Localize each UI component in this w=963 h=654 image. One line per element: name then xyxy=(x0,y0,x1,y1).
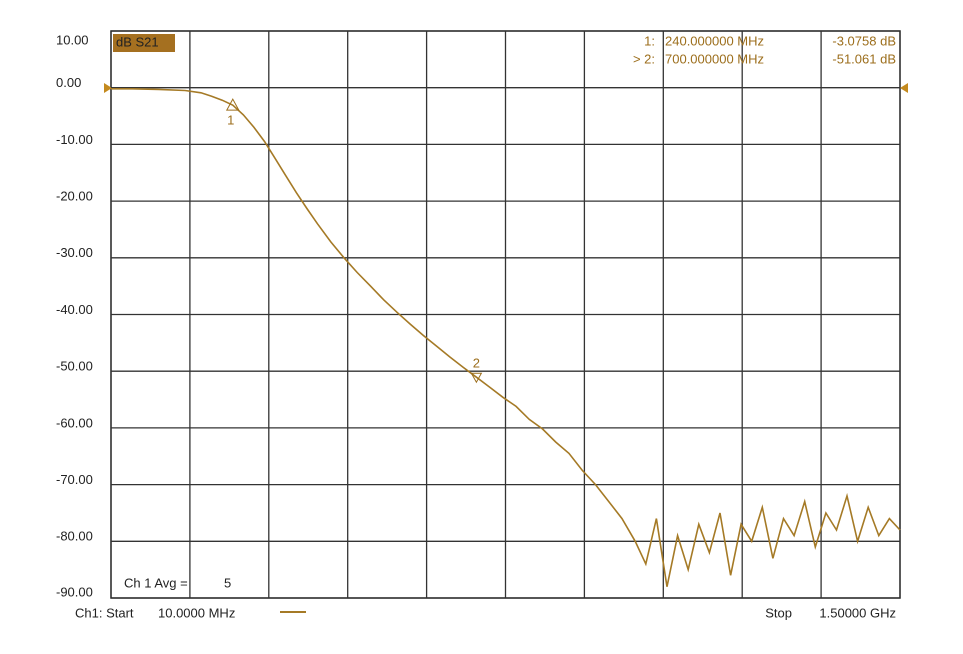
trace-title-box xyxy=(113,34,175,52)
marker xyxy=(470,372,483,384)
ref-arrow-right xyxy=(900,83,908,93)
footer-start: 10.0000 MHz xyxy=(158,605,235,620)
y-tick-label: -90.00 xyxy=(56,584,93,599)
marker xyxy=(225,98,240,111)
y-tick-label: 10.00 xyxy=(56,32,89,47)
y-tick-label: 0.00 xyxy=(56,75,81,90)
marker-readout-label: > 2: xyxy=(633,51,655,66)
y-tick-label: -60.00 xyxy=(56,415,93,430)
y-tick-label: -40.00 xyxy=(56,302,93,317)
avg-label: Ch 1 Avg = xyxy=(124,575,188,590)
marker-readout-value: -3.0758 dB xyxy=(832,33,896,48)
y-tick-label: -30.00 xyxy=(56,245,93,260)
marker-readout-x: 240.000000 MHz xyxy=(665,33,764,48)
trace-title: dB S21 xyxy=(116,34,159,49)
marker-readout-value: -51.061 dB xyxy=(832,51,896,66)
marker-tag: 1 xyxy=(227,113,234,128)
ref-arrow-left xyxy=(104,83,112,93)
y-tick-label: -10.00 xyxy=(56,132,93,147)
y-tick-label: -80.00 xyxy=(56,529,93,544)
marker-readout-label: 1: xyxy=(644,33,655,48)
footer-stop: 1.50000 GHz xyxy=(819,605,896,620)
footer-start-label: Ch1: Start xyxy=(75,605,134,620)
marker-readout-x: 700.000000 MHz xyxy=(665,51,764,66)
y-tick-label: -70.00 xyxy=(56,472,93,487)
trace xyxy=(111,88,901,587)
footer-stop-label: Stop xyxy=(765,605,792,620)
y-tick-label: -20.00 xyxy=(56,189,93,204)
marker-tag: 2 xyxy=(473,356,480,371)
avg-count: 5 xyxy=(224,575,231,590)
y-tick-label: -50.00 xyxy=(56,359,93,374)
